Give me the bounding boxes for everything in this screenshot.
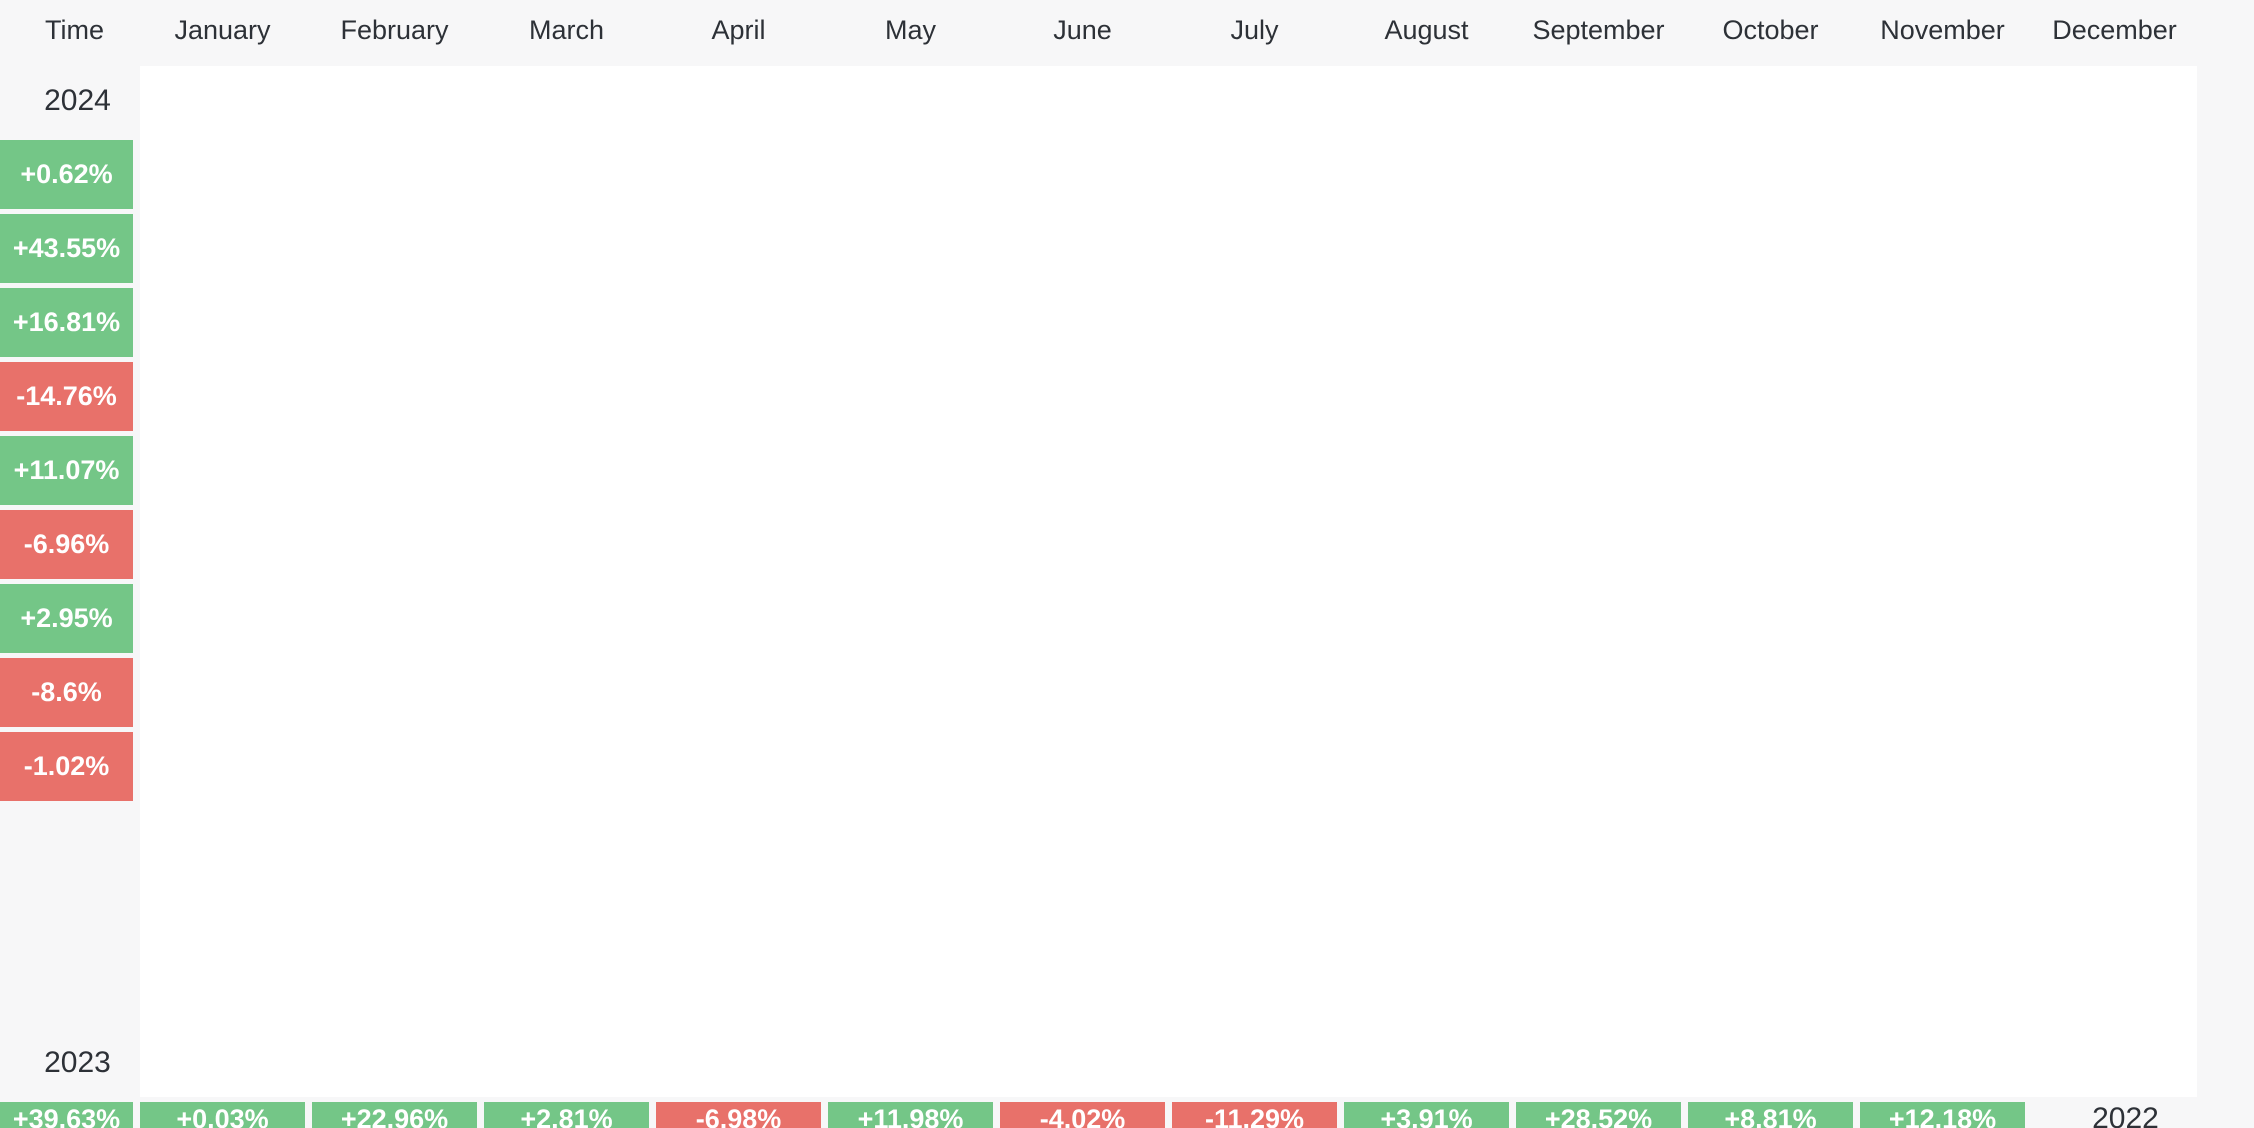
time-header-label: Time — [45, 15, 104, 45]
month-header-november: November — [1880, 15, 2005, 45]
return-cell: +12.18% — [1860, 1102, 2025, 1128]
monthly-returns-heatmap: Time January February March April May June Jul… — [0, 15, 2197, 1128]
month-header-october: October — [1722, 15, 1819, 45]
return-cell: +11.98% — [828, 1102, 993, 1128]
return-cell: +3.91% — [1344, 1102, 1509, 1128]
return-cell: +11.07% — [0, 436, 133, 505]
table-gap-background — [140, 66, 2197, 1097]
month-header-august: August — [1384, 15, 1469, 45]
month-header-june: June — [1053, 15, 1112, 45]
row-label-2022: 2022 — [2092, 1102, 2159, 1128]
return-cell: -6.96% — [0, 510, 133, 579]
month-header-april: April — [711, 15, 766, 45]
month-header-december: December — [2052, 15, 2177, 45]
empty-cell — [0, 954, 133, 1023]
row-label-2024: 2024 — [44, 83, 111, 117]
return-cell: +43.55% — [0, 214, 133, 283]
return-cell: +2.95% — [0, 584, 133, 653]
return-cell: -1.02% — [0, 732, 133, 801]
return-cell: +8.81% — [1688, 1102, 1853, 1128]
return-cell: +39.63% — [0, 1102, 133, 1128]
return-cell: +0.62% — [0, 140, 133, 209]
month-header-february: February — [340, 15, 449, 45]
row-label-2023: 2023 — [44, 1045, 111, 1079]
month-header-january: January — [174, 15, 271, 45]
month-header-july: July — [1230, 15, 1279, 45]
month-header-march: March — [528, 15, 604, 45]
empty-cell — [0, 806, 133, 875]
month-header-september: September — [1532, 15, 1665, 45]
return-cell: -4.02% — [1000, 1102, 1165, 1128]
return-cell: +22.96% — [312, 1102, 477, 1128]
empty-cell — [0, 880, 133, 949]
return-cell: -8.6% — [0, 658, 133, 727]
return-cell: -6.98% — [656, 1102, 821, 1128]
return-cell: -11.29% — [1172, 1102, 1337, 1128]
return-cell: +2.81% — [484, 1102, 649, 1128]
month-header-may: May — [884, 15, 936, 45]
return-cell: +28.52% — [1516, 1102, 1681, 1128]
return-cell: -14.76% — [0, 362, 133, 431]
return-cell: +16.81% — [0, 288, 133, 357]
return-cell: +0.03% — [140, 1102, 305, 1128]
